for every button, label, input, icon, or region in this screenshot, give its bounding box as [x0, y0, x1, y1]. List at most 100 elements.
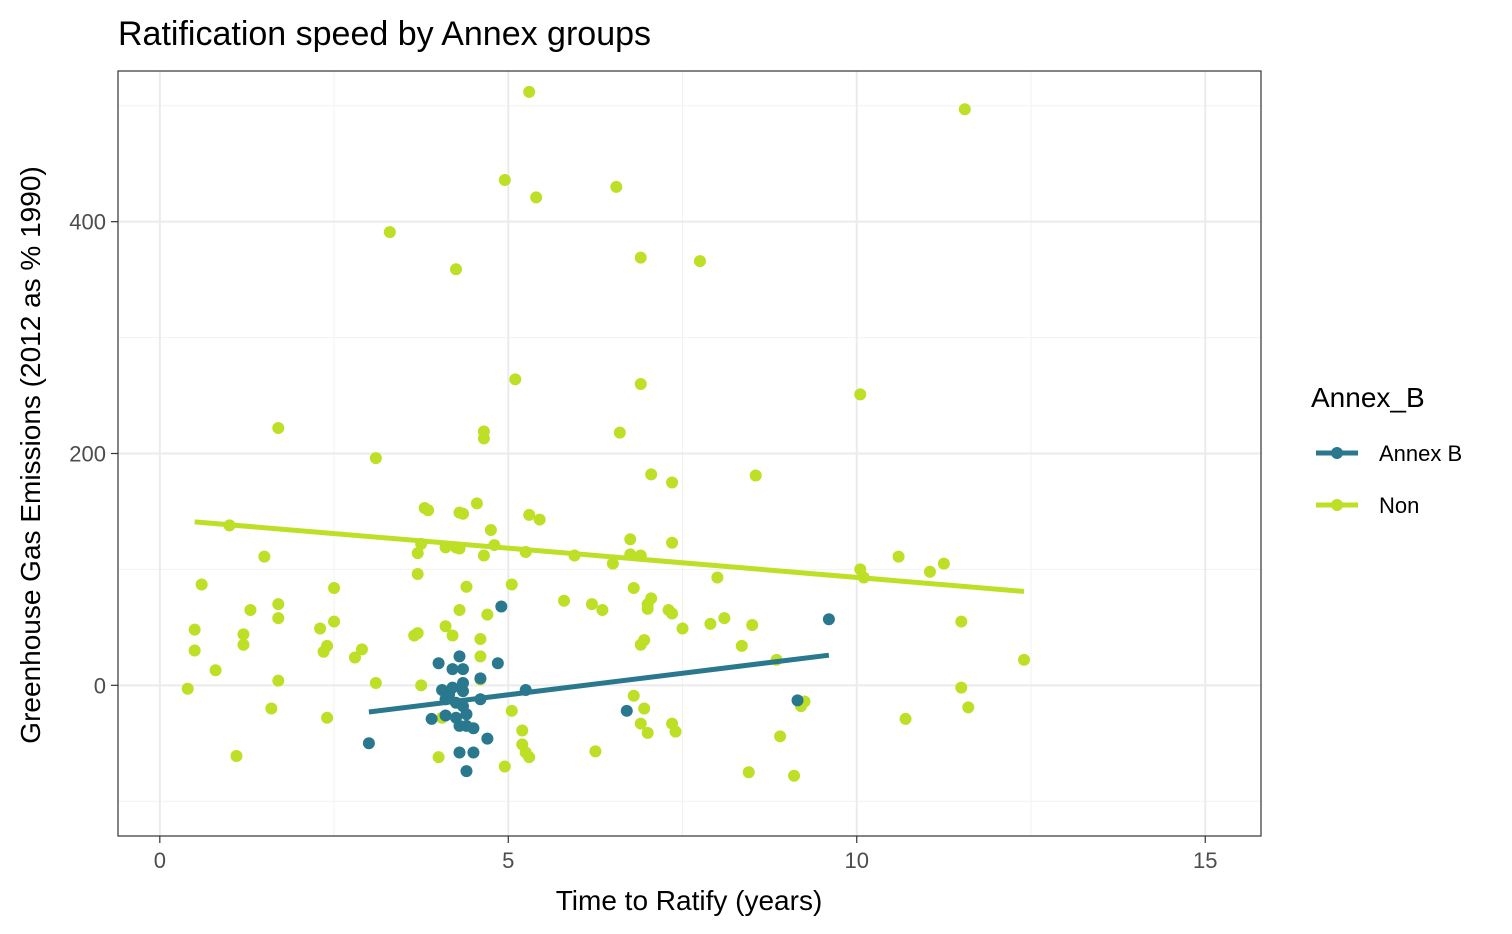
data-point: [892, 550, 905, 563]
data-point: [477, 549, 490, 562]
data-point: [822, 613, 835, 626]
data-point: [638, 702, 651, 715]
data-point: [369, 452, 382, 465]
data-point: [634, 717, 647, 730]
data-point: [237, 638, 250, 651]
data-point: [467, 746, 480, 759]
data-point: [446, 629, 459, 642]
trend-line: [194, 519, 1025, 594]
x-tick-label: 0: [154, 848, 166, 873]
data-point: [749, 469, 762, 482]
trend-line: [368, 652, 830, 715]
data-point: [188, 644, 201, 657]
data-point: [505, 704, 518, 717]
legend-item: Non: [1316, 493, 1419, 518]
data-point: [923, 565, 936, 578]
data-point: [585, 598, 598, 611]
data-point: [230, 750, 243, 763]
data-point: [596, 603, 609, 616]
data-point: [411, 568, 424, 581]
data-point: [666, 476, 679, 489]
data-point: [666, 536, 679, 549]
data-point: [484, 524, 497, 536]
data-point: [411, 547, 424, 560]
chart-title: Ratification speed by Annex groups: [118, 15, 651, 53]
data-point: [669, 725, 682, 738]
data-point: [209, 664, 222, 677]
data-point: [645, 468, 658, 481]
data-point: [467, 722, 480, 735]
data-point: [362, 737, 375, 750]
data-point: [321, 711, 334, 724]
data-point: [627, 689, 640, 702]
data-point: [641, 602, 654, 615]
legend-label: Non: [1379, 493, 1419, 518]
series-layer: [181, 85, 1031, 782]
data-point: [955, 681, 968, 694]
data-point: [456, 507, 469, 520]
data-point: [498, 760, 511, 773]
x-tick-label: 15: [1193, 848, 1217, 873]
data-point: [638, 634, 651, 647]
data-point: [453, 603, 466, 616]
data-point: [718, 612, 731, 625]
data-point: [666, 607, 679, 620]
x-axis-title: Time to Ratify (years): [556, 885, 823, 916]
data-point: [624, 533, 637, 546]
data-point: [314, 622, 327, 635]
data-point: [272, 674, 285, 687]
data-point: [610, 180, 623, 193]
data-point: [530, 191, 543, 204]
data-point: [533, 513, 546, 526]
data-point: [328, 581, 341, 594]
data-point: [962, 701, 975, 714]
data-point: [498, 173, 511, 186]
y-axis-title: Greenhouse Gas Emissions (2012 as % 1990…: [15, 166, 46, 743]
legend-item: Annex B: [1316, 441, 1462, 466]
grid-major: [118, 71, 1261, 836]
data-point: [606, 557, 619, 570]
data-point: [937, 557, 950, 570]
data-point: [495, 600, 508, 613]
data-point: [589, 745, 602, 758]
legend-key-point: [1331, 499, 1343, 511]
data-point: [742, 766, 755, 779]
data-point: [470, 497, 483, 510]
data-point: [627, 581, 640, 594]
data-point: [523, 85, 536, 98]
data-point: [641, 726, 654, 739]
data-point: [432, 751, 445, 764]
data-point: [460, 765, 473, 778]
data-point: [415, 679, 428, 692]
data-point: [188, 623, 201, 636]
data-point: [634, 377, 647, 390]
data-point: [446, 681, 459, 694]
y-tick-label: 200: [69, 442, 106, 467]
data-point: [505, 578, 518, 591]
data-point: [456, 663, 469, 676]
data-point: [477, 432, 490, 445]
data-point: [272, 598, 285, 611]
data-point: [460, 708, 473, 721]
data-point: [460, 580, 473, 593]
data-point: [474, 650, 487, 663]
data-point: [272, 612, 285, 625]
data-point: [491, 657, 504, 670]
data-point: [383, 226, 396, 239]
data-point: [774, 730, 787, 743]
y-tick-label: 0: [94, 673, 106, 698]
data-point: [425, 712, 438, 725]
data-point: [453, 746, 466, 759]
y-tick-label: 400: [69, 210, 106, 235]
data-point: [509, 373, 522, 386]
data-point: [244, 603, 257, 616]
data-point: [791, 694, 804, 707]
data-point: [481, 732, 494, 745]
data-point: [955, 615, 968, 628]
data-point: [456, 685, 469, 698]
data-point: [355, 643, 368, 656]
data-point: [481, 608, 494, 621]
data-point: [516, 724, 529, 737]
data-point: [439, 709, 452, 722]
